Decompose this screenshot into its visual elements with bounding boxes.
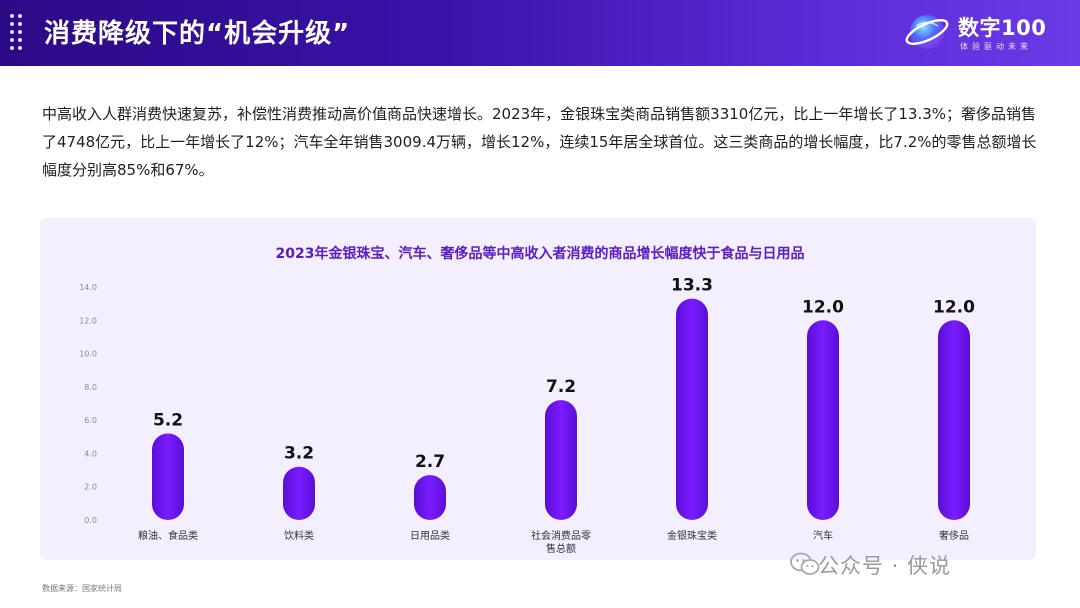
wechat-icon <box>790 552 820 575</box>
x-category-label: 日用品类 <box>410 529 450 542</box>
y-tick-label: 14.0 <box>79 283 97 292</box>
y-tick-label: 6.0 <box>84 416 97 425</box>
bars-group <box>152 298 970 520</box>
y-tick-label: 2.0 <box>84 483 97 492</box>
brand-tagline: 体验驱动未来 <box>960 42 1032 51</box>
bar <box>807 320 839 520</box>
bar-value-label: 7.2 <box>546 377 576 397</box>
y-tick-label: 4.0 <box>84 449 97 458</box>
y-axis: 0.0 2.0 4.0 6.0 8.0 10.0 12.0 14.0 <box>79 283 97 525</box>
bar-value-label: 13.3 <box>671 276 713 296</box>
decorative-dots-icon <box>10 14 28 50</box>
chart-panel <box>40 218 1036 560</box>
x-category-label: 奢侈品 <box>939 529 969 542</box>
bar-value-label: 5.2 <box>153 410 183 430</box>
y-tick-label: 10.0 <box>79 350 97 359</box>
bar-value-label: 12.0 <box>933 297 975 317</box>
bar <box>283 466 315 520</box>
value-labels-group: 5.2 3.2 2.7 7.2 13.3 12.0 12.0 <box>153 276 975 472</box>
bar <box>152 433 184 520</box>
x-category-label: 饮料类 <box>284 529 314 542</box>
watermark: 公众号 · 侠说 <box>818 554 952 578</box>
bar <box>414 475 446 520</box>
chart-title: 2023年金银珠宝、汽车、奢侈品等中高收入者消费的商品增长幅度快于食品与日用品 <box>275 246 805 262</box>
x-category-label: 汽车 <box>813 529 833 542</box>
brand-name: 数字100 <box>958 16 1047 40</box>
x-category-label: 社会消费品零售总额 <box>531 529 591 555</box>
bar-value-label: 12.0 <box>802 297 844 317</box>
x-axis: 粮油、食品类 饮料类 日用品类 社会消费品零售总额 金银珠宝类 汽车 奢侈品 <box>138 529 969 555</box>
y-tick-label: 8.0 <box>84 383 97 392</box>
bar <box>676 298 708 520</box>
data-source-note: 数据来源：国家统计局 <box>42 584 122 593</box>
bar <box>938 320 970 520</box>
page-title: 消费降级下的“机会升级” <box>44 19 351 49</box>
bar-chart: 0.0 2.0 4.0 6.0 8.0 10.0 12.0 14.0 5.2 3.2 2.7 7.2… <box>79 276 975 555</box>
y-tick-label: 0.0 <box>84 516 97 525</box>
y-tick-label: 12.0 <box>79 316 97 325</box>
globe-logo-icon <box>905 15 949 49</box>
header-bar: 消费降级下的“机会升级” 数字100 体验驱动未来 <box>0 0 1080 66</box>
intro-paragraph: 中高收入人群消费快速复苏，补偿性消费推动高价值商品快速增长。2023年，金银珠宝… <box>42 105 1037 179</box>
x-category-label: 粮油、食品类 <box>138 529 198 542</box>
bar-value-label: 3.2 <box>284 444 314 464</box>
bar <box>545 400 577 520</box>
x-category-label: 金银珠宝类 <box>667 529 717 542</box>
bar-value-label: 2.7 <box>415 452 445 472</box>
